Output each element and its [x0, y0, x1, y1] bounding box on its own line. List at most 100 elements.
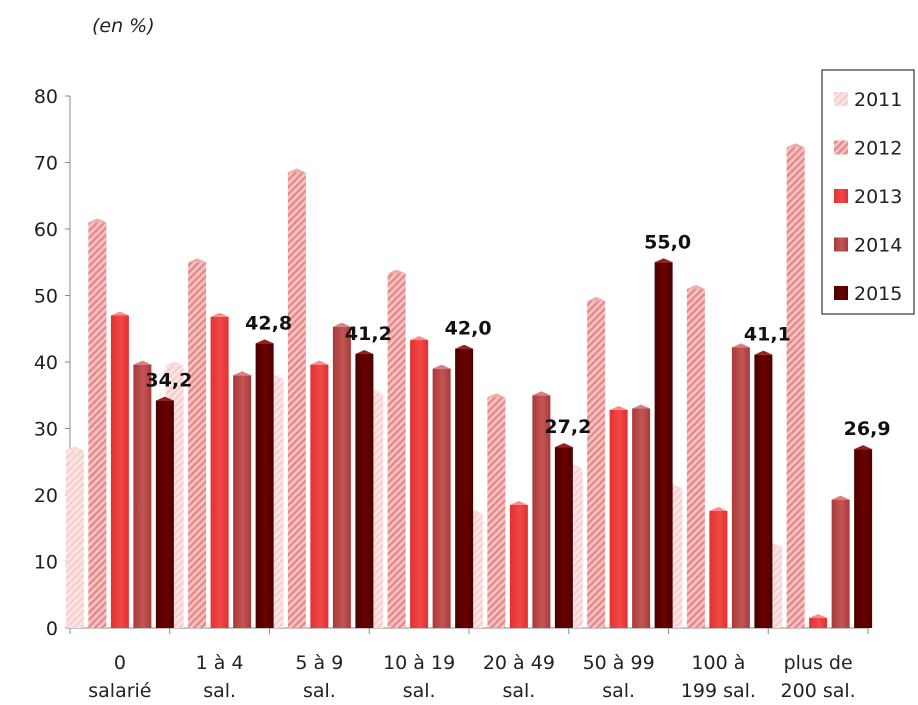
data-label: 42,0: [445, 318, 492, 340]
legend: 2011 2012 2013 2014 2015: [821, 69, 915, 315]
y-tick-label: 0: [46, 618, 58, 640]
legend-label: 2013: [854, 186, 902, 208]
bar-2015: [754, 354, 773, 628]
bar-cap-2015: [654, 258, 673, 263]
y-tick-label: 50: [34, 286, 58, 308]
bar-2011: [65, 450, 84, 628]
bar-2014: [432, 368, 451, 628]
legend-swatch-2012: [834, 140, 848, 155]
bar-2012: [587, 300, 606, 628]
x-tick-label: sal.: [403, 680, 436, 702]
unit-label: (en %): [92, 15, 155, 37]
bar-2015: [854, 449, 873, 628]
x-tick-label: sal.: [303, 680, 336, 702]
bar-cap-2015: [754, 350, 773, 355]
bar-cap-2014: [233, 371, 252, 376]
legend-label: 2014: [854, 235, 902, 257]
bar-2014: [532, 395, 551, 628]
legend-swatch-2011: [834, 92, 848, 106]
bar-2013: [410, 340, 429, 628]
bar-cap-2013: [110, 311, 129, 316]
bar-cap-2014: [133, 360, 152, 365]
legend-swatch-2013: [834, 189, 848, 203]
bar-cap-2013: [310, 360, 329, 365]
bar-2013: [310, 364, 329, 628]
x-tick-label: sal.: [203, 680, 236, 702]
x-tick-label: 5 à 9: [295, 652, 343, 674]
bar-cap-2012: [487, 393, 506, 398]
bars: [65, 143, 873, 628]
bar-cap-2012: [88, 218, 107, 223]
bar-2015: [654, 262, 673, 628]
bar-2015: [355, 354, 374, 628]
y-tick-label: 70: [34, 153, 58, 175]
legend-label: 2015: [854, 283, 902, 305]
bar-2012: [188, 262, 207, 628]
legend-swatch-2015: [834, 286, 848, 300]
data-label: 55,0: [644, 231, 691, 253]
bar-2014: [133, 364, 152, 628]
y-tick-label: 60: [34, 219, 58, 241]
bar-2012: [487, 397, 506, 628]
bar-cap-2013: [210, 312, 229, 317]
x-tick-label: 1 à 4: [196, 652, 244, 674]
bar-cap-2015: [155, 396, 174, 401]
bar-cap-2012: [387, 269, 406, 274]
bar-cap-2012: [786, 143, 805, 148]
x-tick-label: 20 à 49: [483, 652, 555, 674]
bar-2013: [210, 316, 229, 628]
bar-2012: [387, 273, 406, 628]
bar-2014: [831, 499, 850, 628]
legend-label: 2012: [854, 138, 902, 160]
y-tick-label: 20: [34, 485, 58, 507]
x-tick-label: 200 sal.: [781, 680, 856, 702]
bar-cap-2011: [65, 446, 84, 451]
bar-2012: [287, 172, 306, 628]
data-label: 27,2: [544, 416, 591, 438]
x-tick-label: sal.: [502, 680, 535, 702]
bar-2013: [709, 510, 728, 628]
bar-2012: [786, 147, 805, 628]
x-tick-label: 199 sal.: [681, 680, 756, 702]
bar-cap-2014: [332, 322, 351, 327]
y-tick-label: 30: [34, 419, 58, 441]
bar-2015: [255, 343, 274, 628]
bar-cap-2014: [532, 391, 551, 396]
bar-cap-2011: [165, 361, 184, 366]
bar-cap-2013: [809, 614, 828, 619]
axes: 0 10 20 30 40 50 60 70 80 0 salarié 1 à 4 sal. 5 à 9 s…: [34, 86, 869, 702]
y-tick-label: 80: [34, 86, 58, 108]
bar-2014: [632, 408, 651, 628]
bar-cap-2014: [731, 343, 750, 348]
legend-label: 2011: [854, 89, 902, 111]
data-label: 41,2: [345, 323, 392, 345]
bar-2013: [609, 409, 628, 628]
bar-cap-2015: [255, 339, 274, 344]
bar-cap-2013: [709, 506, 728, 511]
bar-cap-2012: [188, 258, 207, 263]
bar-2012: [686, 288, 705, 628]
data-labels: 34,2 42,8 41,2 42,0 27,2 55,0 41,1 26,9: [145, 231, 890, 440]
bar-cap-2014: [432, 364, 451, 369]
bar-cap-2012: [587, 296, 606, 301]
x-tick-label: 0: [114, 652, 126, 674]
bar-2013: [110, 315, 129, 628]
data-label: 41,1: [744, 324, 791, 346]
data-label: 26,9: [844, 418, 891, 440]
bar-cap-2013: [410, 336, 429, 341]
x-tick-label: 50 à 99: [583, 652, 655, 674]
x-tick-label: 10 à 19: [383, 652, 455, 674]
bar-cap-2012: [686, 284, 705, 289]
bar-2014: [332, 326, 351, 628]
x-tick-label: sal.: [602, 680, 635, 702]
bar-2014: [731, 347, 750, 628]
bar-2015: [455, 348, 474, 628]
bar-2012: [88, 222, 107, 628]
bar-2014: [233, 375, 252, 628]
bar-2015: [155, 400, 174, 628]
data-label: 34,2: [145, 370, 192, 392]
bar-cap-2013: [509, 500, 528, 505]
bar-2013: [509, 504, 528, 628]
bar-cap-2015: [355, 350, 374, 355]
